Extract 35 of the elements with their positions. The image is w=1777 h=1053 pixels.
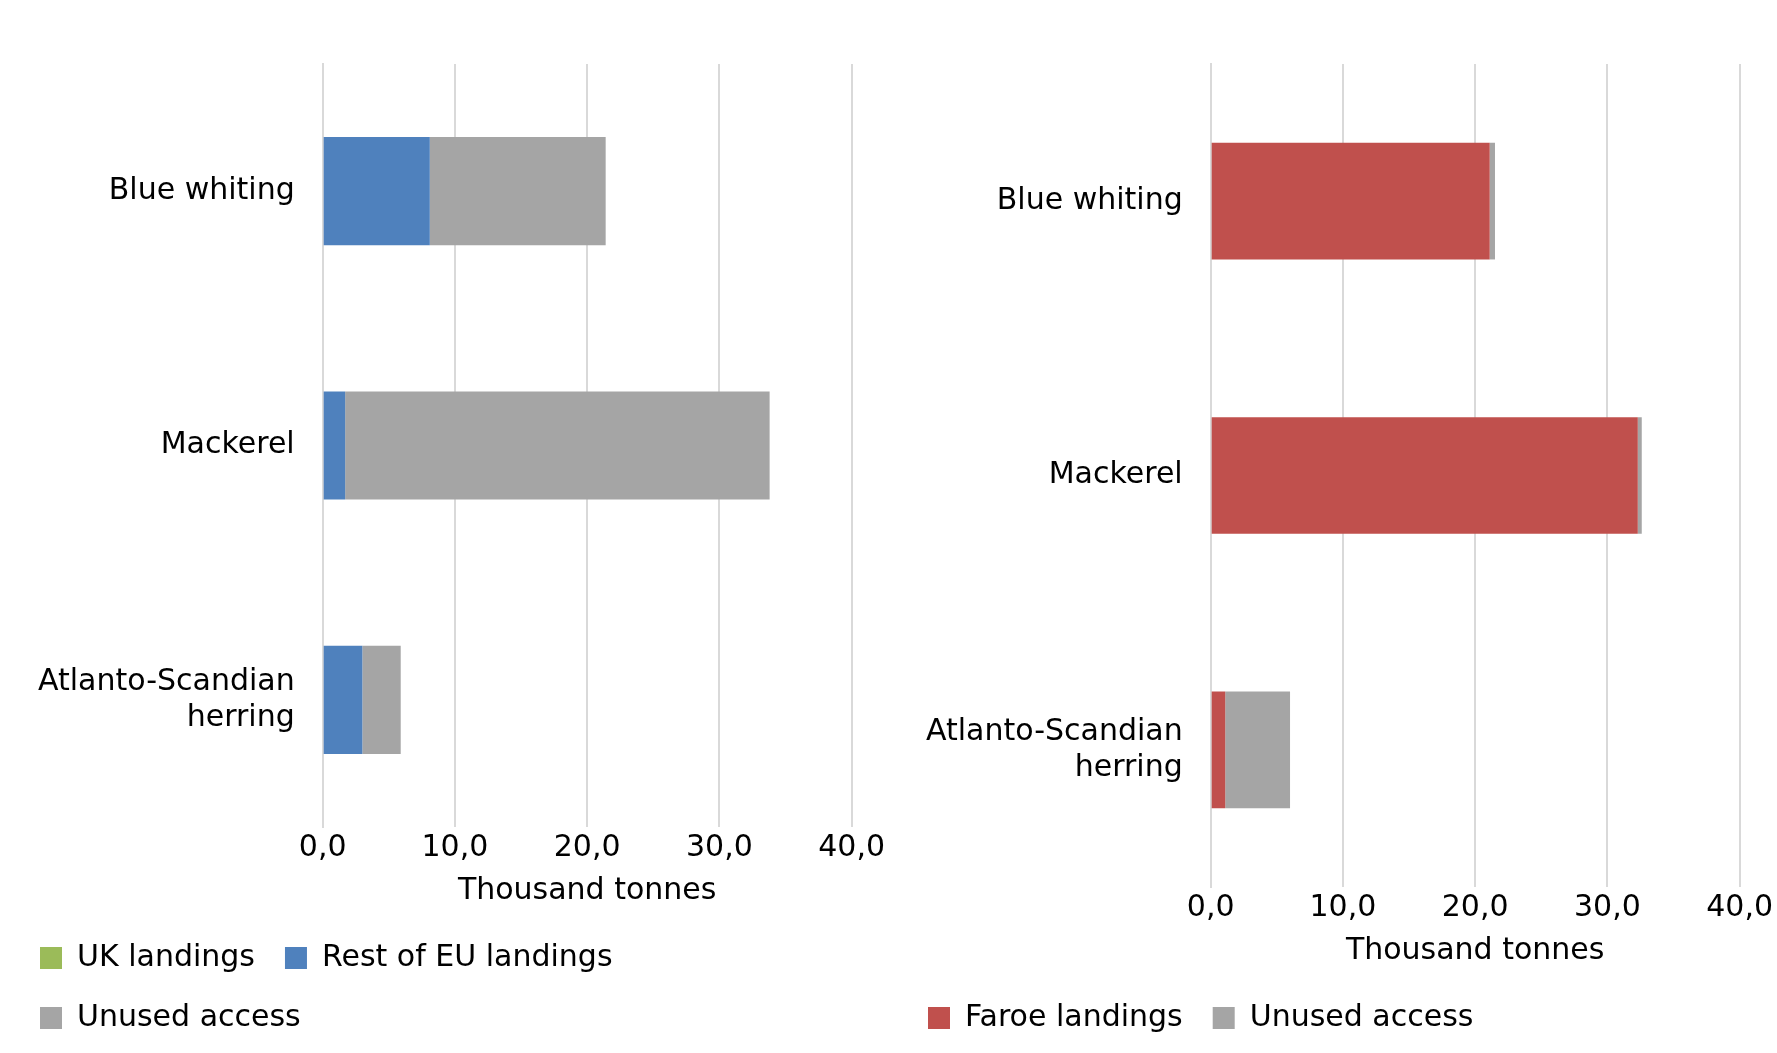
bar: [1211, 417, 1638, 534]
bar: [323, 137, 430, 246]
bar: [345, 391, 770, 500]
x-tick-label: 0,0: [298, 827, 347, 863]
legend-label: Unused access: [1249, 997, 1474, 1033]
bar: [1211, 142, 1490, 260]
legend-label: UK landings: [77, 937, 255, 973]
x-tick-label: 0,0: [1186, 887, 1235, 923]
x-tick-label: 10,0: [1309, 887, 1377, 923]
bar: [1637, 417, 1642, 534]
y-tick-label: Blue whiting: [108, 170, 295, 206]
x-tick-label: 40,0: [818, 827, 885, 863]
bar: [323, 645, 363, 754]
y-tick-label: Atlanto-Scandian herring: [926, 711, 1183, 783]
bar: [362, 645, 401, 754]
legend-label: Unused access: [77, 997, 301, 1033]
x-tick-label: 30,0: [685, 827, 753, 863]
y-tick-label: Blue whiting: [996, 180, 1183, 216]
bar: [1489, 142, 1495, 260]
x-axis-title: Thousand tonnes: [456, 870, 717, 906]
x-tick-label: 20,0: [1441, 887, 1509, 923]
bar: [1211, 691, 1226, 809]
bar: [1225, 691, 1291, 809]
x-tick-label: 30,0: [1573, 887, 1641, 923]
bar: [323, 391, 346, 500]
bar: [429, 137, 606, 246]
x-tick-label: 10,0: [421, 827, 489, 863]
y-tick-label: Atlanto-Scandian herring: [38, 661, 295, 733]
y-tick-label: Mackerel: [160, 425, 295, 461]
legend-label: Faroe landings: [965, 997, 1183, 1033]
x-axis-title: Thousand tonnes: [1344, 930, 1605, 966]
legend-label: Rest of EU landings: [321, 937, 613, 973]
x-tick-label: 20,0: [553, 827, 621, 863]
y-tick-label: Mackerel: [1048, 455, 1183, 491]
x-tick-label: 40,0: [1706, 887, 1773, 923]
